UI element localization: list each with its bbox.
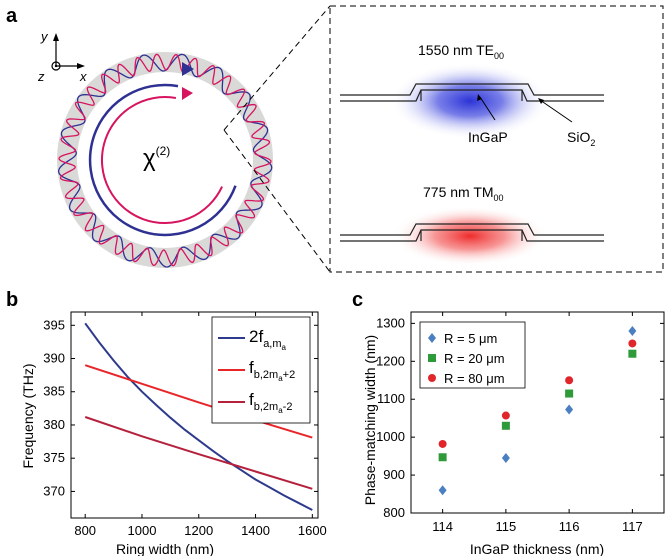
x-tick-label: 1400 (241, 523, 270, 538)
legend-marker-0 (428, 333, 436, 343)
panel-b-label: b (6, 289, 18, 311)
point-series-1 (628, 349, 637, 358)
x-tick-label: 114 (432, 519, 453, 534)
ring-inner (77, 72, 253, 248)
chart-c-xlabel: InGaP thickness (nm) (470, 541, 604, 556)
y-tick-label: 395 (43, 317, 65, 332)
chart-c-legend: R = 5 μm R = 20 μm R = 80 μm (419, 321, 526, 389)
point-series-1 (565, 389, 574, 398)
point-series-2 (438, 439, 447, 448)
x-tick-label: 800 (74, 523, 96, 538)
legend-marker-2 (428, 374, 436, 382)
legend-entry-2: fb,2ma-2 (249, 390, 292, 415)
chart-c-frame (410, 311, 665, 514)
zoom-line-top (223, 5, 331, 131)
point-series-2 (565, 376, 574, 385)
legend-entry-2: R = 80 μm (444, 371, 505, 386)
legend-box (419, 321, 526, 389)
x-tick-label: 1000 (128, 523, 157, 538)
chart-b-ylabel: Frequency (THz) (20, 363, 36, 468)
red-arrowhead (182, 87, 193, 100)
legend-entry-1: R = 20 μm (444, 351, 505, 366)
legend-entry-0: R = 5 μm (444, 331, 497, 346)
legend-entry-1: fb,2ma+2 (249, 358, 295, 383)
x-tick-label: 115 (496, 519, 517, 534)
axis-triad (51, 33, 85, 71)
y-tick-label: 900 (383, 467, 405, 482)
series-line-0 (84, 322, 313, 511)
sio2-label: SiO2 (567, 129, 595, 148)
legend-entry-0: 2fa,ma (249, 327, 287, 352)
red-arc (100, 96, 224, 225)
ingap-label: InGaP (468, 129, 508, 145)
panel-c: c 114 115 116 117 800 900 1000 1100 1200 1300 R = … (352, 289, 665, 556)
point-series-1 (438, 453, 447, 462)
sio2-pointer (539, 99, 573, 123)
blue-arc (88, 83, 237, 237)
axis-y-label: y (40, 29, 49, 44)
chart-b-legend: 2fa,ma fb,2ma+2 fb,2ma-2 (211, 316, 311, 424)
waveguide-bottom (340, 223, 604, 242)
tm-mode-label: 775 nm TM00 (423, 184, 504, 203)
x-tick-label: 1200 (184, 523, 213, 538)
chart-c: 114 115 116 117 800 900 1000 1100 1200 1300 R = 5 … (376, 311, 665, 534)
panel-a: a y x z χ(2) (6, 5, 664, 273)
chart-b-xlabel: Ring width (nm) (116, 541, 214, 556)
series-line-2 (84, 416, 313, 490)
x-tick-label: 117 (622, 519, 643, 534)
tm-mode-profile (392, 206, 548, 266)
panel-c-label: c (352, 289, 363, 311)
y-tick-label: 1000 (376, 429, 405, 444)
y-tick-label: 390 (43, 351, 65, 366)
legend-marker-1 (428, 354, 436, 362)
point-series-0 (438, 485, 447, 496)
y-tick-label: 370 (43, 483, 65, 498)
axis-x-label: x (79, 69, 87, 84)
chart-b: 800 1000 1200 1400 1600 370 375 380 385 390 395 (43, 311, 327, 538)
te-mode-profile (390, 63, 550, 139)
ingap-pointer (479, 96, 496, 121)
y-tick-label: 375 (43, 450, 65, 465)
panel-b: b 800 1000 1200 1400 1600370375380385390395 … (6, 289, 327, 556)
point-series-2 (628, 339, 637, 348)
chi2-symbol: χ(2) (143, 144, 170, 172)
point-series-1 (501, 421, 510, 430)
point-series-0 (628, 325, 637, 336)
y-tick-label: 385 (43, 384, 65, 399)
point-series-0 (501, 453, 510, 464)
x-tick-label: 1600 (298, 523, 327, 538)
chart-c-ylabel: Phase-matching width (nm) (362, 335, 378, 505)
y-tick-label: 1200 (376, 353, 405, 368)
x-tick-label: 116 (559, 519, 580, 534)
red-wave (58, 53, 272, 267)
y-tick-label: 380 (43, 417, 65, 432)
series-line-1 (84, 364, 313, 439)
chart-b-frame (70, 311, 319, 519)
panel-a-label: a (6, 5, 18, 27)
blue-arrowhead (182, 62, 194, 76)
te-mode-label: 1550 nm TE00 (418, 42, 504, 61)
point-series-0 (565, 404, 574, 415)
point-series-2 (501, 411, 510, 420)
zoom-box (329, 5, 664, 273)
y-tick-label: 1300 (376, 315, 405, 330)
axis-z-label: z (37, 69, 45, 84)
y-tick-label: 1100 (377, 391, 405, 406)
y-tick-label: 800 (383, 505, 405, 520)
